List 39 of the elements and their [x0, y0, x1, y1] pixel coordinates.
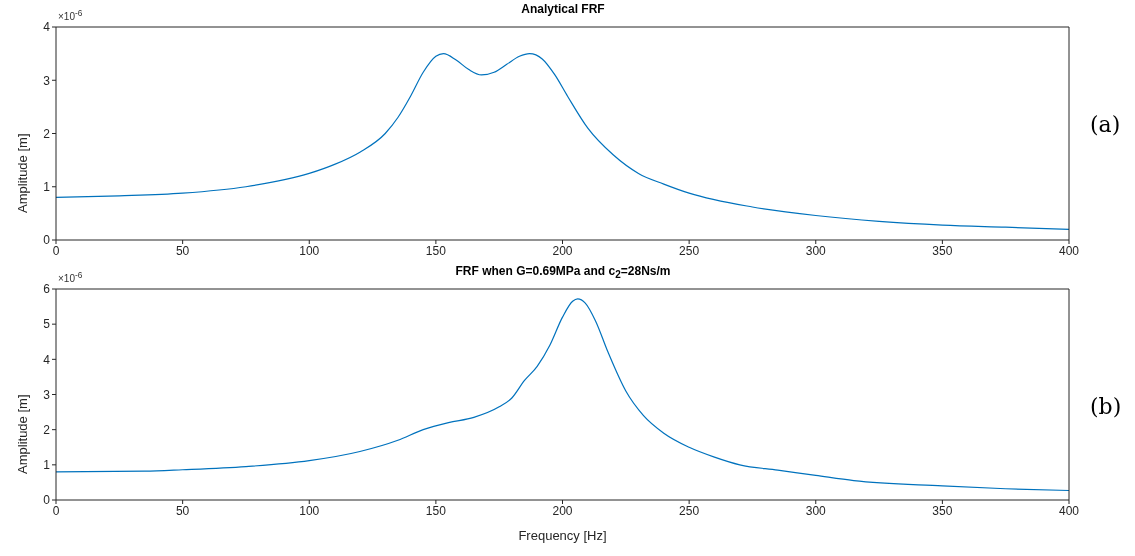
text: (a): [1090, 112, 1121, 137]
x-tick-label: 250: [679, 243, 700, 258]
chart-title: FRF when G=0.69MPa and c$_{2}$=28Ns/m: [455, 264, 671, 281]
x-tick-label: 150: [425, 243, 447, 258]
chart-title: Analytical FRF: [521, 2, 605, 16]
x-tick-label: 400: [1058, 243, 1080, 258]
text: (b): [1090, 394, 1122, 419]
y-tick-label: 1: [43, 180, 51, 195]
x-tick-label: 50: [175, 503, 190, 518]
y-tick-label: 2: [43, 126, 51, 141]
x-tick-label: 250: [679, 503, 700, 518]
text: ×10$^{-6}$: [58, 8, 83, 23]
y-tick-label: 4: [43, 20, 51, 35]
text: ×10$^{-6}$: [58, 270, 83, 285]
y-axis-title: Amplitude [m]: [14, 133, 30, 213]
x-axis-title: Frequency [Hz]: [518, 528, 607, 543]
x-tick-label: 100: [299, 503, 320, 518]
y-tick-label: 4: [43, 352, 51, 367]
x-tick-label: 200: [552, 243, 573, 258]
y-tick-label: 3: [43, 73, 51, 88]
x-tick-label: 200: [552, 503, 573, 518]
y-tick-label: 0: [43, 233, 51, 248]
y-tick-label: 1: [43, 458, 51, 473]
x-tick-label: 150: [425, 503, 447, 518]
y-tick-label: 5: [43, 317, 51, 332]
y-tick-label: 6: [43, 282, 51, 297]
x-tick-label: 50: [175, 243, 190, 258]
y-tick-label: 3: [43, 387, 51, 402]
y-tick-label: 2: [43, 422, 51, 437]
x-tick-label: 300: [805, 243, 827, 258]
y-tick-label: 0: [43, 493, 51, 508]
x-tick-label: 350: [932, 243, 953, 258]
x-tick-label: 100: [299, 243, 320, 258]
y-axis-title: Amplitude [m]: [14, 394, 30, 474]
line-series: [56, 298, 1069, 492]
line-series: [56, 53, 1069, 230]
x-tick-label: 400: [1058, 503, 1080, 518]
x-tick-label: 350: [932, 503, 953, 518]
x-tick-label: 300: [805, 503, 827, 518]
